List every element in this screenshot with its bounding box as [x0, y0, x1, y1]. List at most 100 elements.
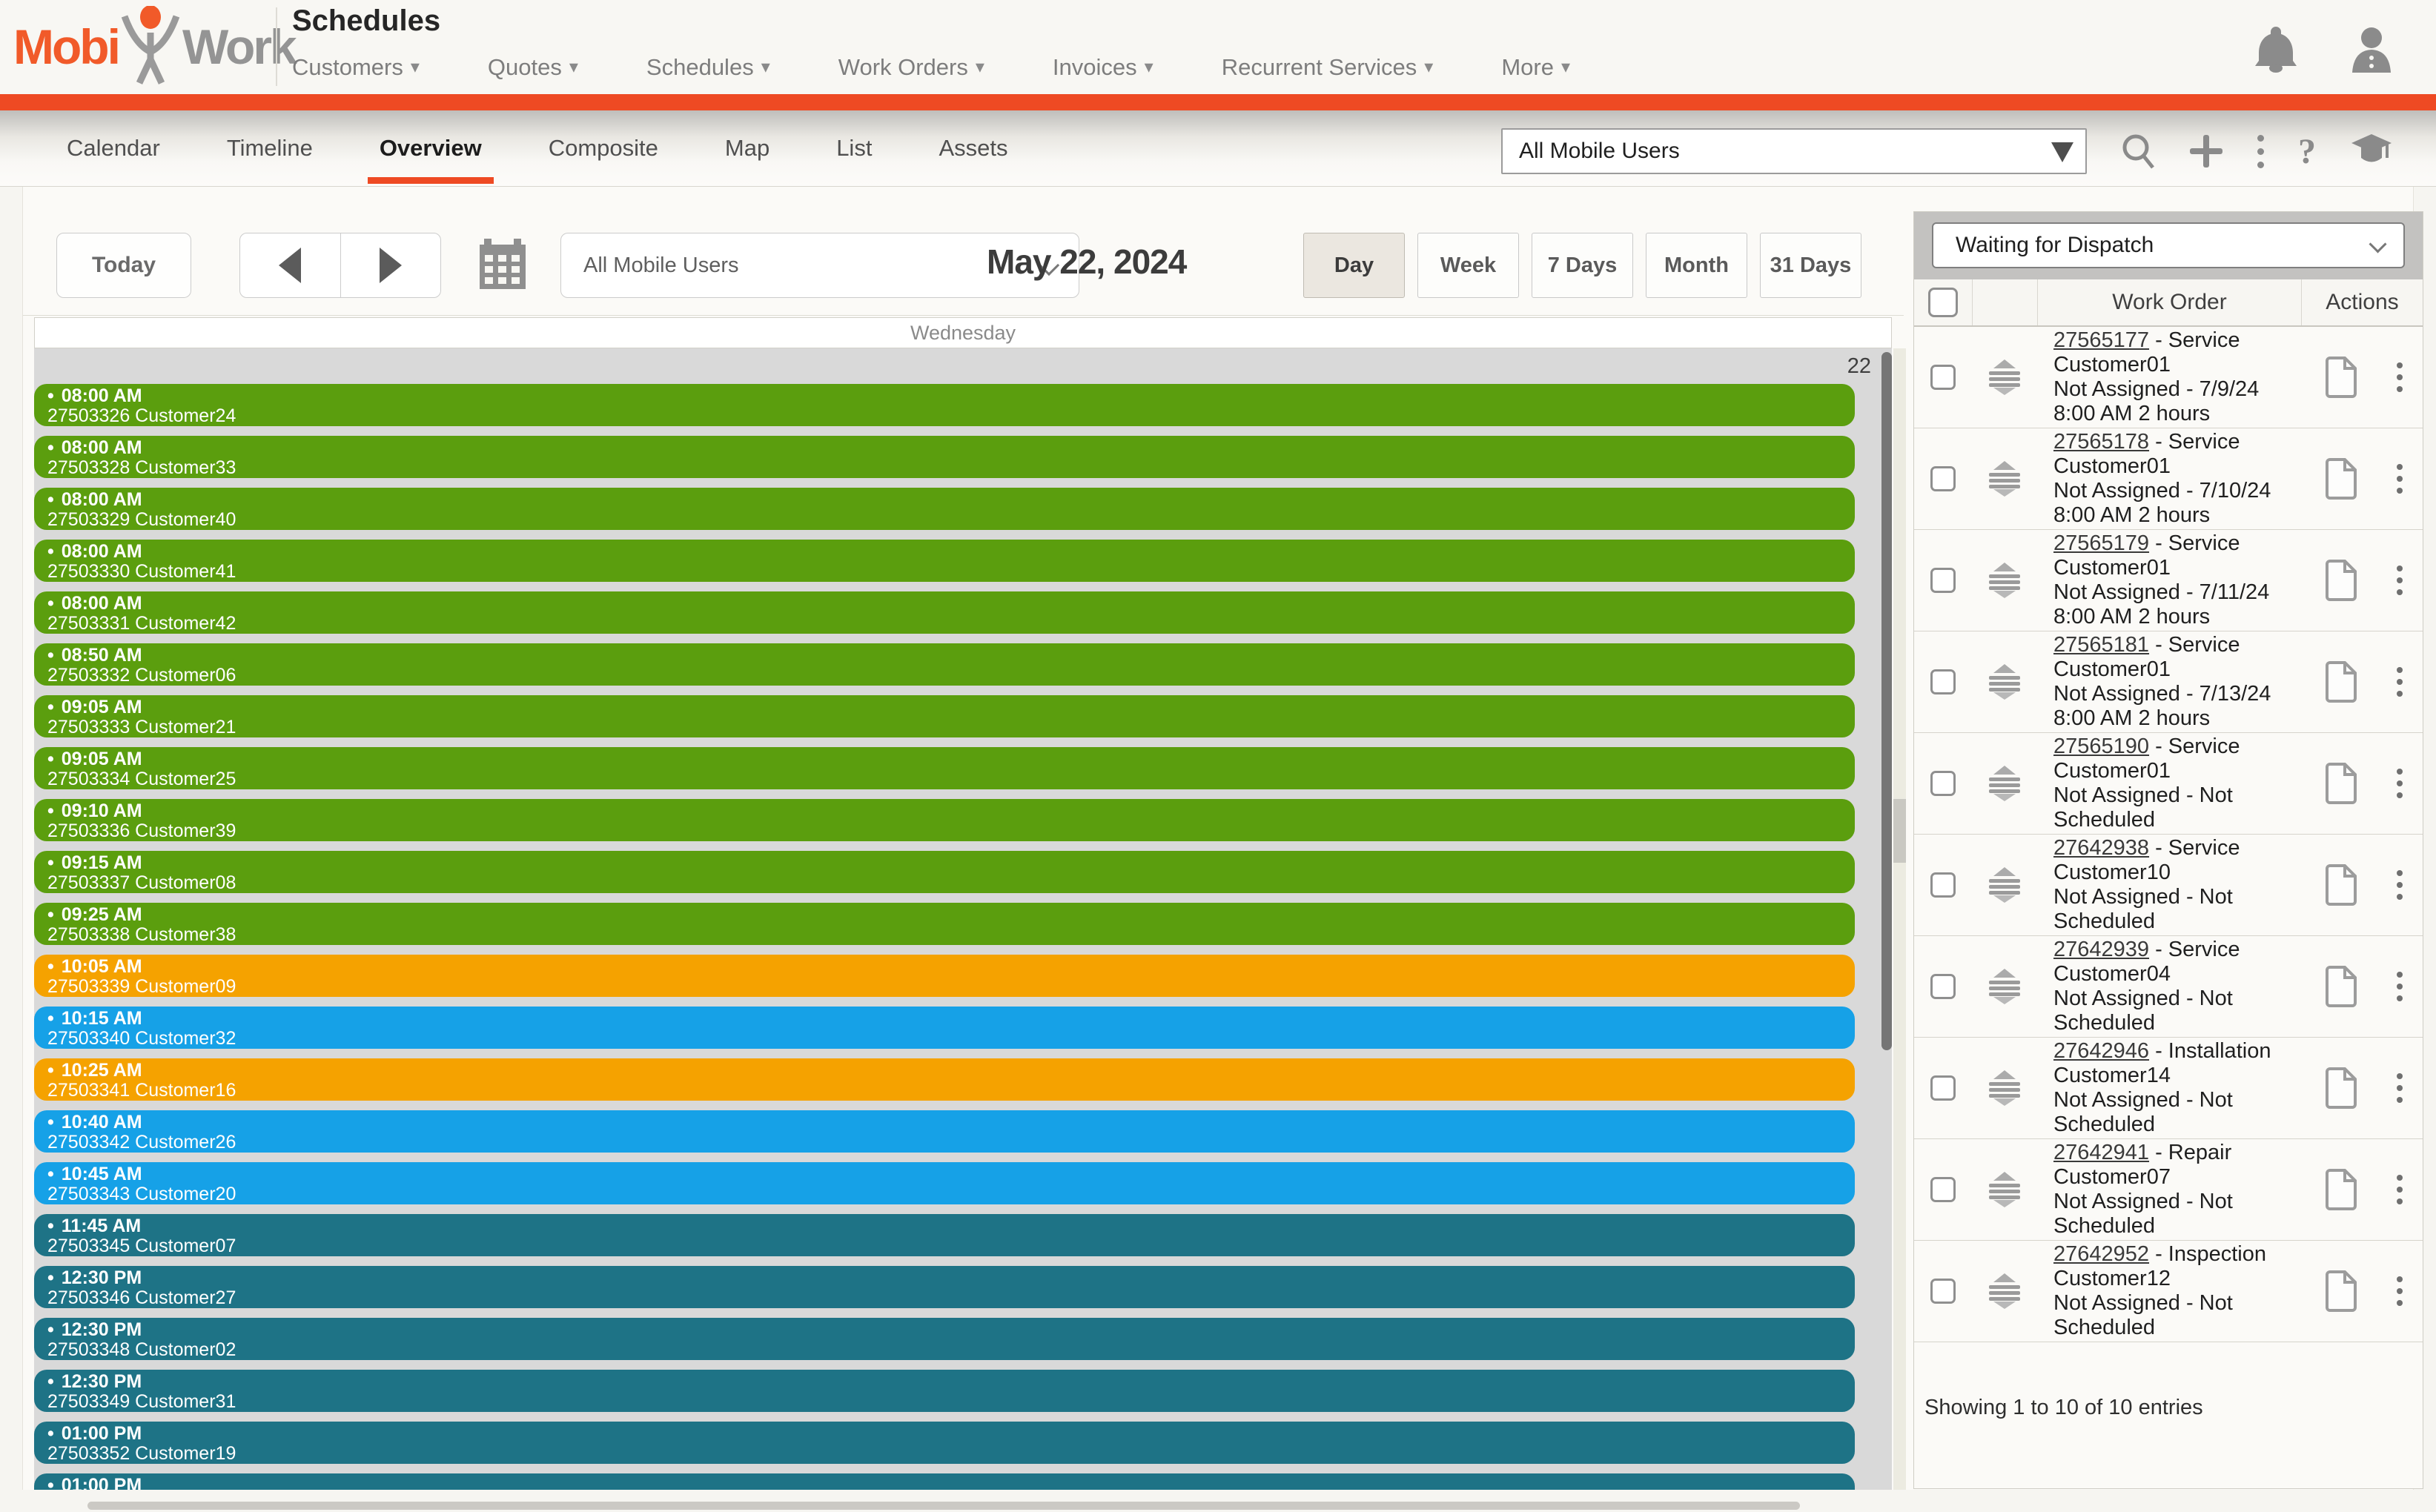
calendar-event[interactable]: • 12:30 PM 27503346 Customer27	[34, 1266, 1855, 1308]
row-actions-menu-icon[interactable]	[2377, 667, 2423, 697]
calendar-event[interactable]: • 01:00 PM 27503352 Customer19	[34, 1422, 1855, 1464]
row-checkbox[interactable]	[1930, 1075, 1956, 1101]
row-checkbox[interactable]	[1930, 1279, 1956, 1304]
work-order-link[interactable]: 27642946	[2053, 1039, 2150, 1063]
drag-handle-icon[interactable]	[1972, 1170, 2037, 1209]
calendar-scrollbar-thumb[interactable]	[1881, 352, 1892, 1050]
drag-handle-icon[interactable]	[1972, 460, 2037, 498]
row-checkbox[interactable]	[1930, 466, 1956, 491]
row-actions-menu-icon[interactable]	[2377, 362, 2423, 392]
calendar-event[interactable]: • 09:05 AM 27503334 Customer25	[34, 747, 1855, 789]
calendar-event[interactable]: • 08:50 AM 27503332 Customer06	[34, 643, 1855, 686]
next-day-button[interactable]	[341, 233, 441, 297]
tab-timeline[interactable]: Timeline	[226, 135, 313, 161]
calendar-event[interactable]: • 10:15 AM 27503340 Customer32	[34, 1007, 1855, 1049]
nav-item-more[interactable]: More ▾	[1501, 54, 1571, 80]
drag-handle-icon[interactable]	[1972, 1069, 2037, 1107]
calendar-picker-icon[interactable]	[478, 239, 527, 294]
drag-handle-icon[interactable]	[1972, 663, 2037, 701]
calendar-event[interactable]: • 08:00 AM 27503328 Customer33	[34, 436, 1855, 478]
select-all-checkbox[interactable]	[1928, 288, 1958, 317]
tab-assets[interactable]: Assets	[939, 135, 1008, 161]
row-checkbox[interactable]	[1930, 872, 1956, 898]
document-icon[interactable]	[2306, 966, 2377, 1007]
drag-handle-icon[interactable]	[1972, 764, 2037, 803]
drag-handle-icon[interactable]	[1972, 561, 2037, 600]
row-actions-menu-icon[interactable]	[2377, 566, 2423, 595]
drag-handle-icon[interactable]	[1972, 866, 2037, 904]
drag-handle-icon[interactable]	[1972, 967, 2037, 1006]
training-cap-icon[interactable]	[2350, 133, 2393, 170]
calendar-event[interactable]: • 08:00 AM 27503330 Customer41	[34, 540, 1855, 582]
nav-item-work-orders[interactable]: Work Orders ▾	[838, 54, 984, 80]
document-icon[interactable]	[2306, 1169, 2377, 1210]
work-order-link[interactable]: 27565181	[2053, 633, 2150, 657]
row-actions-menu-icon[interactable]	[2377, 1073, 2423, 1103]
nav-item-customers[interactable]: Customers ▾	[292, 54, 420, 80]
row-checkbox[interactable]	[1930, 669, 1956, 694]
tab-composite[interactable]: Composite	[548, 135, 658, 161]
calendar-event[interactable]: • 10:25 AM 27503341 Customer16	[34, 1058, 1855, 1101]
calendar-event[interactable]: • 09:25 AM 27503338 Customer38	[34, 903, 1855, 945]
panel-scrollbar-track[interactable]	[1893, 348, 1906, 1490]
document-icon[interactable]	[2306, 357, 2377, 398]
calendar-event[interactable]: • 11:45 AM 27503345 Customer07	[34, 1214, 1855, 1256]
help-icon[interactable]: ?	[2298, 131, 2316, 171]
row-actions-menu-icon[interactable]	[2377, 464, 2423, 494]
calendar-event[interactable]: • 10:05 AM 27503339 Customer09	[34, 955, 1855, 997]
row-checkbox[interactable]	[1930, 974, 1956, 999]
dispatch-status-select[interactable]: Waiting for Dispatch	[1932, 222, 2405, 268]
previous-day-button[interactable]	[240, 233, 341, 297]
view-button-month[interactable]: Month	[1646, 233, 1747, 298]
horizontal-scrollbar[interactable]	[87, 1502, 1800, 1510]
row-checkbox[interactable]	[1930, 568, 1956, 593]
mobile-users-select[interactable]: All Mobile Users	[560, 233, 1079, 298]
calendar-event[interactable]: • 08:00 AM 27503329 Customer40	[34, 488, 1855, 530]
row-checkbox[interactable]	[1930, 771, 1956, 796]
add-icon[interactable]	[2189, 133, 2223, 169]
document-icon[interactable]	[2306, 763, 2377, 804]
user-profile-icon[interactable]	[2350, 27, 2393, 73]
drag-handle-icon[interactable]	[1972, 358, 2037, 397]
nav-item-schedules[interactable]: Schedules ▾	[646, 54, 770, 80]
nav-item-quotes[interactable]: Quotes ▾	[487, 54, 578, 80]
work-order-link[interactable]: 27565177	[2053, 328, 2150, 352]
document-icon[interactable]	[2306, 458, 2377, 500]
mobiwork-logo[interactable]: Mobi Work	[13, 4, 297, 87]
work-order-link[interactable]: 27565179	[2053, 531, 2150, 555]
view-button-week[interactable]: Week	[1417, 233, 1519, 298]
work-order-link[interactable]: 27642952	[2053, 1242, 2150, 1266]
drag-handle-icon[interactable]	[1972, 1272, 2037, 1310]
view-button-7-days[interactable]: 7 Days	[1532, 233, 1633, 298]
document-icon[interactable]	[2306, 560, 2377, 601]
calendar-event[interactable]: • 10:40 AM 27503342 Customer26	[34, 1110, 1855, 1153]
row-actions-menu-icon[interactable]	[2377, 769, 2423, 798]
work-order-link[interactable]: 27642939	[2053, 938, 2150, 961]
document-icon[interactable]	[2306, 1270, 2377, 1312]
calendar-event[interactable]: • 08:00 AM 27503331 Customer42	[34, 591, 1855, 634]
panel-scrollbar-thumb[interactable]	[1893, 799, 1906, 863]
row-checkbox[interactable]	[1930, 1177, 1956, 1202]
document-icon[interactable]	[2306, 661, 2377, 703]
today-button[interactable]: Today	[56, 233, 191, 298]
tab-overview[interactable]: Overview	[367, 110, 494, 186]
tab-map[interactable]: Map	[724, 135, 770, 161]
work-order-link[interactable]: 27565190	[2053, 735, 2150, 758]
calendar-event[interactable]: • 12:30 PM 27503349 Customer31	[34, 1370, 1855, 1412]
calendar-event[interactable]: • 12:30 PM 27503348 Customer02	[34, 1318, 1855, 1360]
tab-calendar[interactable]: Calendar	[67, 135, 160, 161]
calendar-event[interactable]: • 10:45 AM 27503343 Customer20	[34, 1162, 1855, 1204]
row-actions-menu-icon[interactable]	[2377, 1276, 2423, 1306]
document-icon[interactable]	[2306, 864, 2377, 906]
row-actions-menu-icon[interactable]	[2377, 870, 2423, 900]
calendar-event[interactable]: • 09:05 AM 27503333 Customer21	[34, 695, 1855, 737]
view-button-31-days[interactable]: 31 Days	[1760, 233, 1861, 298]
nav-item-invoices[interactable]: Invoices ▾	[1052, 54, 1154, 80]
row-checkbox[interactable]	[1930, 365, 1956, 390]
more-options-icon[interactable]	[2257, 134, 2264, 168]
calendar-event[interactable]: • 01:00 PM	[34, 1473, 1855, 1490]
work-order-link[interactable]: 27642938	[2053, 836, 2150, 860]
calendar-event[interactable]: • 09:15 AM 27503337 Customer08	[34, 851, 1855, 893]
document-icon[interactable]	[2306, 1067, 2377, 1109]
tab-list[interactable]: List	[836, 135, 873, 161]
